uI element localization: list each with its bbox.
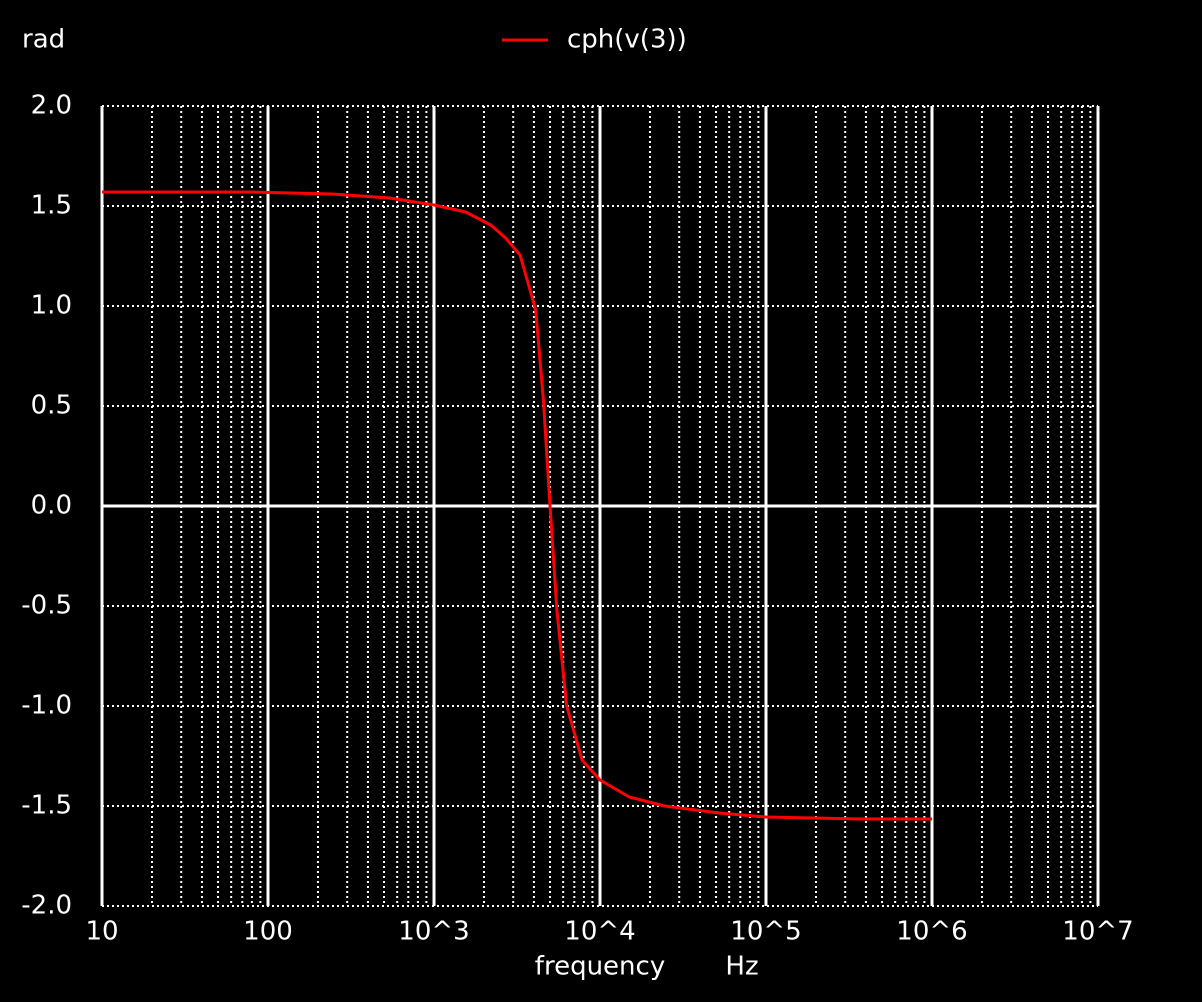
x-axis-unit: Hz: [725, 952, 758, 982]
x-tick-label: 100: [243, 917, 293, 947]
y-tick-label: 0.0: [31, 491, 72, 521]
data-line: [102, 190, 932, 821]
y-tick-label: 1.5: [31, 191, 72, 221]
x-tick-label: 10^7: [1062, 917, 1133, 947]
y-tick-label: 1.0: [31, 291, 72, 321]
x-tick-label: 10^6: [896, 917, 967, 947]
y-axis-label: rad: [22, 25, 65, 55]
y-tick-label: -2.0: [21, 891, 72, 921]
x-tick-label: 10: [85, 917, 118, 947]
y-tick-label: -0.5: [21, 591, 72, 621]
x-tick-label: 10^4: [564, 917, 635, 947]
legend-label: cph(v(3)): [567, 25, 687, 55]
x-tick-label: 10^3: [398, 917, 469, 947]
y-tick-label: 2.0: [31, 91, 72, 121]
y-tick-label: 0.5: [31, 391, 72, 421]
y-tick-label: -1.5: [21, 791, 72, 821]
x-tick-label: 10^5: [730, 917, 801, 947]
y-tick-label: -1.0: [21, 691, 72, 721]
x-axis-label: frequency: [535, 952, 665, 982]
